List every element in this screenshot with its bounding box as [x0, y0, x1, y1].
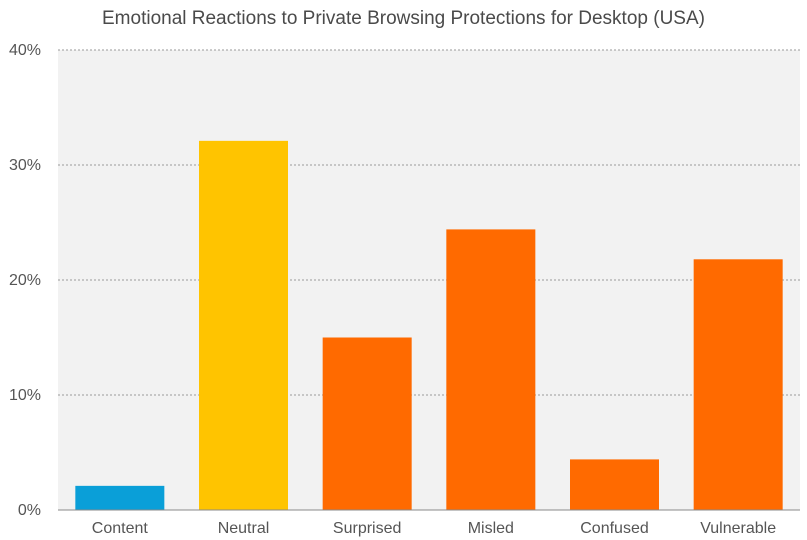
bars [75, 140, 783, 510]
x-tick-label: Vulnerable [700, 520, 776, 537]
y-tick-label: 20% [9, 272, 41, 289]
x-tick-label: Surprised [333, 520, 401, 537]
x-tick-label: Neutral [218, 520, 270, 537]
y-tick-label: 40% [9, 42, 41, 59]
chart-title: Emotional Reactions to Private Browsing … [102, 8, 705, 29]
bar-vulnerable [693, 259, 783, 510]
bar-confused [570, 459, 659, 510]
x-tick-label: Content [92, 520, 149, 537]
bar-misled [446, 229, 536, 510]
x-axis-ticks: Content Neutral Surprised Misled Confused Vul… [92, 520, 776, 537]
plot-area [58, 50, 800, 510]
bar-content [75, 485, 165, 510]
bar-surprised [322, 337, 412, 510]
y-tick-label: 0% [18, 502, 41, 519]
bar-neutral [199, 140, 288, 510]
y-tick-label: 10% [9, 387, 41, 404]
x-tick-label: Misled [468, 520, 514, 537]
y-axis-ticks: 0% 10% 20% 30% 40% [9, 42, 41, 519]
x-tick-label: Confused [580, 520, 649, 537]
y-tick-label: 30% [9, 157, 41, 174]
